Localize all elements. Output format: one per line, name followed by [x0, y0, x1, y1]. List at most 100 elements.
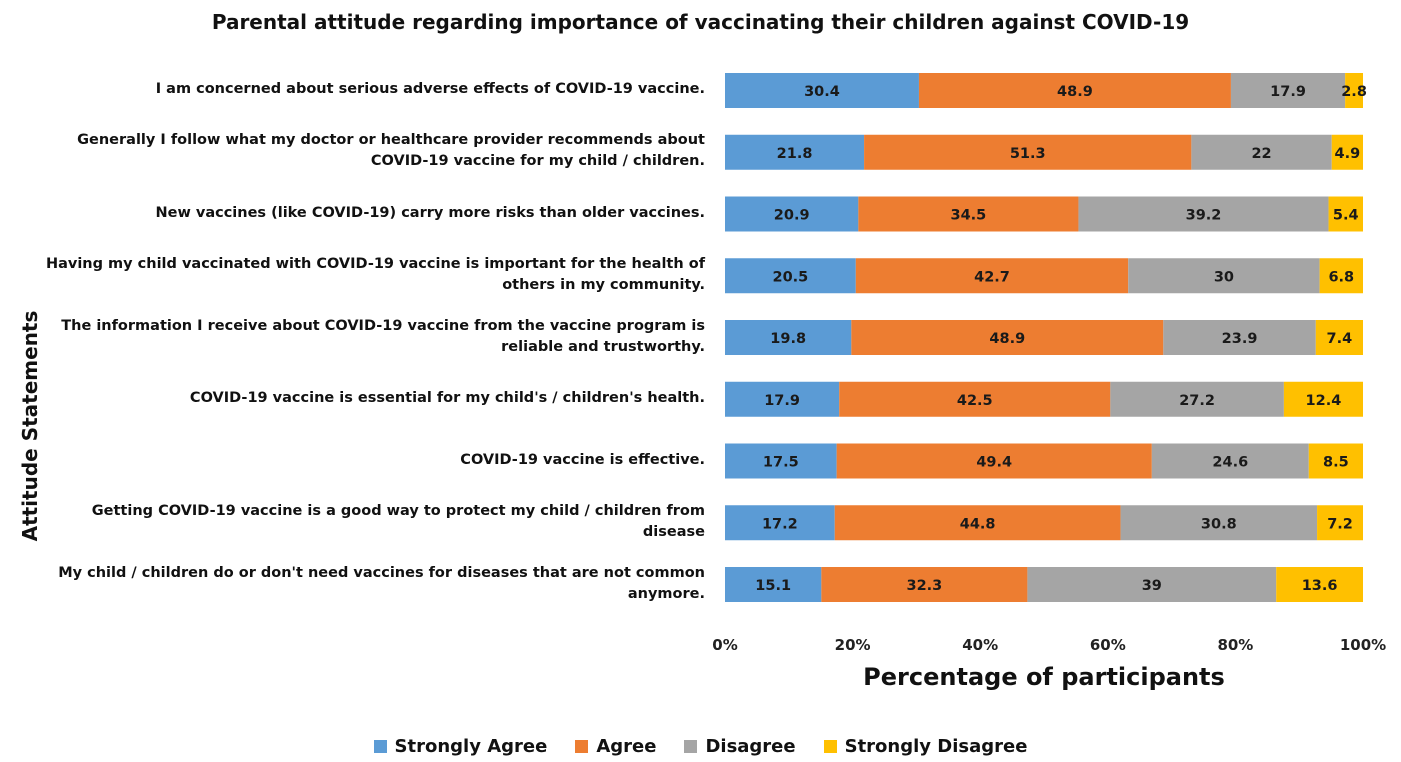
bar-disagree-2 [1191, 134, 1332, 170]
data-label-agree-4: 42.7 [974, 269, 1010, 285]
data-label-disagree-5: 23.9 [1222, 331, 1258, 347]
bar-agree-3 [858, 196, 1079, 232]
legend-label-agree: Agree [596, 736, 657, 757]
bar-strongly-disagree-8 [1317, 505, 1363, 541]
data-label-agree-5: 48.9 [989, 331, 1025, 347]
bar-strongly-agree-9 [725, 567, 822, 602]
legend-swatch-agree [575, 740, 589, 753]
data-label-strongly-agree-3: 20.9 [774, 208, 810, 224]
data-label-disagree-9: 39 [1142, 578, 1162, 594]
data-label-strongly-agree-9: 15.1 [755, 578, 791, 594]
data-label-agree-3: 34.5 [951, 208, 987, 224]
bar-strongly-disagree-7 [1308, 443, 1363, 479]
data-label-strongly-disagree-7: 8.5 [1323, 455, 1349, 471]
bar-strongly-disagree-6 [1283, 381, 1363, 417]
data-label-disagree-2: 22 [1251, 146, 1271, 162]
bar-strongly-agree-2 [725, 134, 865, 170]
bar-disagree-8 [1120, 505, 1318, 541]
bar-agree-8 [834, 505, 1121, 541]
bar-strongly-disagree-9 [1276, 567, 1363, 602]
x-tick-label: 20% [835, 636, 871, 654]
legend-label-strongly-agree: Strongly Agree [394, 736, 548, 757]
bar-strongly-disagree-2 [1331, 134, 1363, 170]
data-label-strongly-disagree-1: 2.8 [1341, 84, 1367, 100]
bar-strongly-agree-3 [725, 196, 859, 232]
x-tick-label: 60% [1090, 636, 1126, 654]
bar-disagree-5 [1163, 320, 1316, 355]
x-tick-label: 100% [1340, 636, 1386, 654]
x-tick-label: 80% [1217, 636, 1253, 654]
bar-strongly-disagree-5 [1315, 320, 1363, 355]
bar-strongly-disagree-1 [1345, 73, 1363, 108]
bar-strongly-agree-7 [725, 443, 837, 479]
data-label-strongly-disagree-2: 4.9 [1335, 146, 1361, 162]
category-label-9: My child / children do or don't need vac… [58, 564, 705, 602]
legend-item-strongly-disagree: Strongly Disagree [823, 736, 1028, 757]
data-label-strongly-agree-8: 17.2 [762, 516, 798, 532]
data-label-agree-7: 49.4 [976, 455, 1012, 471]
category-label-7: COVID-19 vaccine is effective. [460, 451, 705, 468]
data-label-agree-1: 48.9 [1057, 84, 1093, 100]
data-label-agree-8: 44.8 [960, 516, 996, 532]
data-label-disagree-7: 24.6 [1212, 455, 1248, 471]
legend-swatch-strongly-disagree [823, 740, 837, 753]
bar-agree-9 [821, 567, 1028, 602]
bar-agree-5 [851, 320, 1164, 355]
bar-strongly-agree-6 [725, 381, 840, 417]
bar-agree-2 [864, 134, 1192, 170]
bar-strongly-agree-5 [725, 320, 852, 355]
data-label-strongly-disagree-4: 6.8 [1328, 269, 1354, 285]
data-label-disagree-3: 39.2 [1186, 208, 1222, 224]
legend-item-agree: Agree [575, 736, 656, 757]
category-label-5: The information I receive about COVID-19… [61, 317, 705, 355]
category-label-4: Having my child vaccinated with COVID-19… [45, 255, 705, 293]
legend: Strongly Agree Agree Disagree Strongly Disa… [0, 736, 1401, 757]
bar-agree-1 [918, 73, 1231, 108]
legend-label-strongly-disagree: Strongly Disagree [844, 736, 1028, 757]
category-label-2: Generally I follow what my doctor or hea… [77, 132, 705, 170]
bar-strongly-agree-8 [725, 505, 835, 541]
data-label-disagree-4: 30 [1214, 269, 1234, 285]
bar-disagree-6 [1110, 381, 1284, 417]
legend-label-disagree: Disagree [705, 736, 796, 757]
data-label-disagree-6: 27.2 [1179, 393, 1215, 409]
category-label-6: COVID-19 vaccine is essential for my chi… [189, 389, 705, 406]
data-label-strongly-disagree-9: 13.6 [1302, 578, 1338, 594]
legend-item-disagree: Disagree [684, 736, 796, 757]
data-label-agree-2: 51.3 [1010, 146, 1046, 162]
data-label-strongly-agree-5: 19.8 [770, 331, 806, 347]
category-label-3: New vaccines (like COVID-19) carry more … [155, 204, 705, 221]
data-label-strongly-disagree-3: 5.4 [1333, 208, 1359, 224]
bar-strongly-disagree-4 [1319, 258, 1363, 294]
data-label-agree-6: 42.5 [957, 393, 993, 409]
bar-disagree-9 [1027, 567, 1277, 602]
bar-disagree-4 [1128, 258, 1320, 294]
data-label-strongly-agree-4: 20.5 [773, 269, 809, 285]
data-label-disagree-1: 17.9 [1270, 84, 1306, 100]
data-label-strongly-disagree-6: 12.4 [1306, 393, 1342, 409]
legend-swatch-strongly-agree [373, 740, 387, 753]
data-label-strongly-agree-2: 21.8 [777, 146, 813, 162]
bar-strongly-agree-4 [725, 258, 856, 294]
data-label-strongly-agree-1: 30.4 [804, 84, 840, 100]
data-label-strongly-agree-6: 17.9 [764, 393, 800, 409]
category-label-8: Getting COVID-19 vaccine is a good way t… [91, 502, 705, 540]
x-axis-title: Percentage of participants [863, 663, 1225, 691]
bar-disagree-7 [1151, 443, 1309, 479]
data-label-agree-9: 32.3 [906, 578, 942, 594]
data-label-strongly-agree-7: 17.5 [763, 455, 799, 471]
data-label-disagree-8: 30.8 [1201, 516, 1237, 532]
bar-disagree-1 [1230, 73, 1346, 108]
bar-disagree-3 [1078, 196, 1329, 232]
bar-agree-4 [855, 258, 1129, 294]
bar-agree-7 [836, 443, 1152, 479]
legend-item-strongly-agree: Strongly Agree [373, 736, 548, 757]
bar-strongly-disagree-3 [1328, 196, 1363, 232]
legend-swatch-disagree [684, 740, 698, 753]
x-tick-label: 0% [712, 636, 737, 654]
data-label-strongly-disagree-8: 7.2 [1327, 516, 1353, 532]
data-label-strongly-disagree-5: 7.4 [1327, 331, 1353, 347]
chart-title: Parental attitude regarding importance o… [211, 10, 1190, 34]
category-label-1: I am concerned about serious adverse eff… [155, 81, 705, 97]
